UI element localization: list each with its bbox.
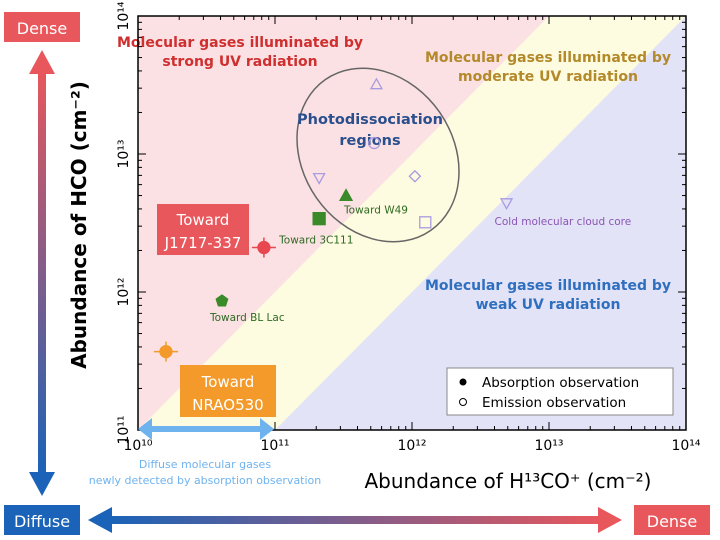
filled-circle-marker [159,344,173,359]
vertical-diffuse-badge [4,505,80,535]
open-circle-marker [368,136,381,150]
nrao-callout-box [180,365,276,417]
point-label: Toward BL Lac [209,312,285,324]
vertical-density-arrow [29,50,55,496]
moderate-uv-region-label: Molecular gases illuminated by [425,50,671,66]
point-label: Cold molecular cloud core [495,216,632,228]
j1717-callout-line2: J1717-337 [164,234,242,252]
horizontal-density-arrow [88,507,622,533]
pdr-ellipse [296,67,460,243]
legend-entry-emission: Emission observation [482,395,626,411]
legend-entry-absorption: Absorption observation [482,375,639,391]
filled-triangle-up-marker [338,188,354,201]
y-tick-label: 10¹¹ [116,415,132,444]
strong-uv-region-label: Molecular gases illuminated by [117,35,363,51]
filled-square-marker [312,212,326,226]
weak-uv-region-label: weak UV radiation [476,297,621,313]
moderate-uv-region-label: moderate UV radiation [458,69,638,85]
x-tick-label: 10¹⁰ [123,438,152,454]
open-square-marker [419,216,432,229]
weak-uv-region-label: Molecular gases illuminated by [425,278,671,294]
vertical-diffuse-label: Diffuse [14,512,70,531]
y-axis-label: Abundance of HCO (cm⁻²) [67,81,91,369]
x-axis-label: Abundance of H¹³CO⁺ (cm⁻²) [364,469,651,493]
open-triangle-down-marker [499,198,514,211]
nrao-callout-line2: NRAO530 [192,396,263,414]
horizontal-dense-label: Dense [647,512,697,531]
j1717-callout-box [157,204,249,255]
strong-uv-region-label: strong UV radiation [162,54,317,70]
pdr-label-1: Photodissociation [297,112,443,128]
vertical-dense-badge [4,12,80,42]
x-tick-label: 10¹² [397,438,426,454]
x-tick-label: 10¹³ [534,438,563,454]
y-tick-label: 10¹² [116,277,132,306]
horizontal-dense-badge [634,505,710,535]
vertical-dense-label: Dense [17,19,67,38]
filled-circle-marker [257,240,271,255]
point-label: Toward 3C111 [278,235,353,247]
legend-filled-marker-icon [459,378,467,386]
legend-open-marker-icon [459,398,467,406]
y-tick-label: 10¹⁴ [116,1,132,30]
diffuse-range-label-2: newly detected by absorption observation [89,474,322,487]
strong-uv-region [138,16,549,430]
open-triangle-up-marker [369,77,384,90]
y-tick-label: 10¹³ [116,139,132,168]
nrao-callout-line1: Toward [201,373,255,391]
filled-pentagon-marker [215,294,229,307]
j1717-callout-line1: Toward [176,211,230,229]
pdr-label-2: regions [339,133,400,149]
point-label: Toward W49 [343,205,408,217]
diffuse-range-arrow [138,418,274,440]
open-diamond-marker [408,169,422,183]
open-triangle-down-marker [312,172,326,185]
diffuse-range-label-1: Diffuse molecular gases [139,458,271,471]
x-tick-label: 10¹¹ [260,438,289,454]
legend: Absorption observation Emission observat… [446,367,674,416]
x-tick-label: 10¹⁴ [671,438,700,454]
